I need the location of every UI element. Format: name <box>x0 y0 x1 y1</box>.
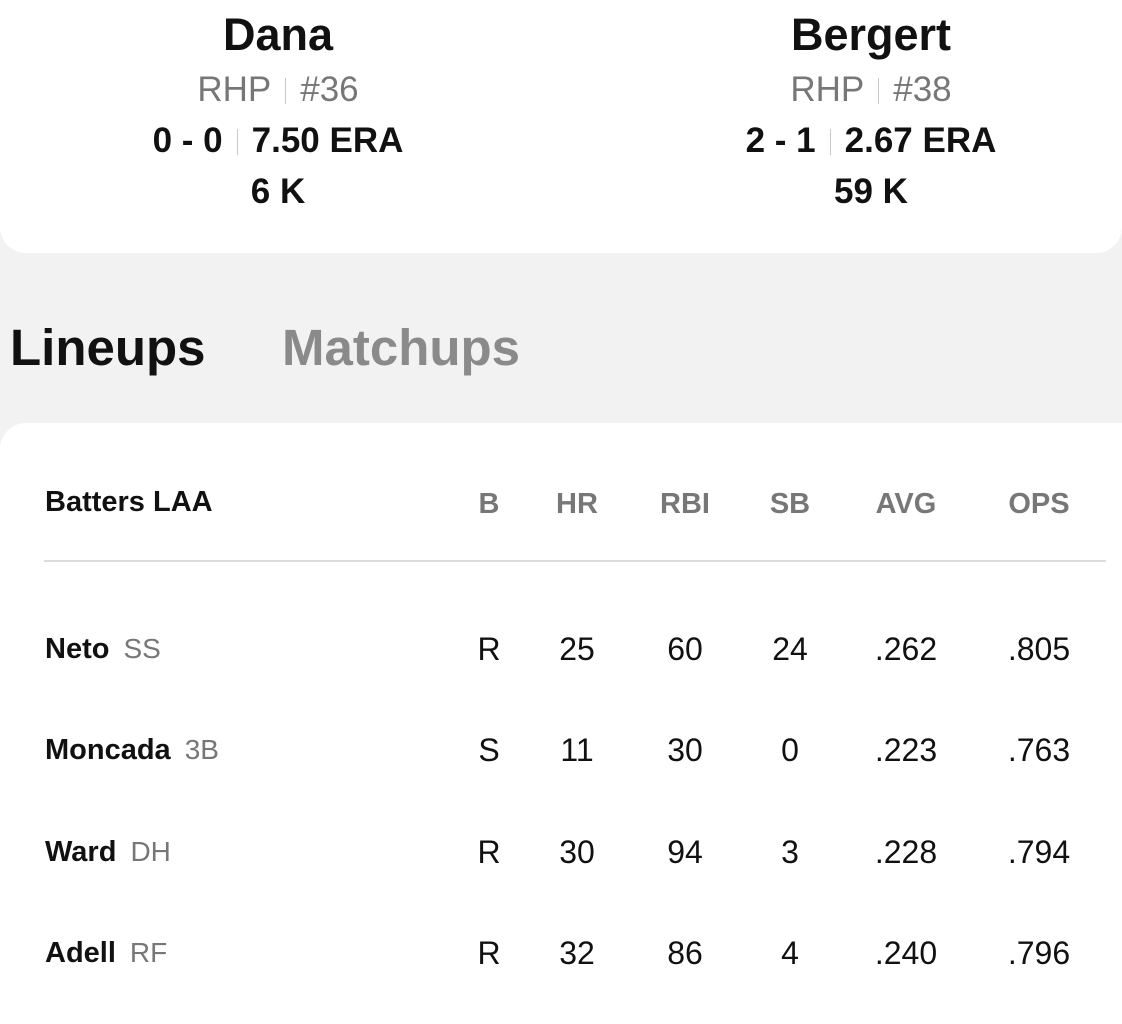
probable-pitchers-card: Dana RHP #36 0 - 0 7.50 ERA 6 K Bergert RH… <box>0 0 1122 253</box>
cell-hr: 32 <box>559 935 595 971</box>
cell-b: R <box>477 935 501 971</box>
cell-b: R <box>477 631 501 667</box>
pitcher-stats: 2 - 1 2.67 ERA <box>631 118 1111 164</box>
pitcher-throws: RHP <box>197 70 272 109</box>
pitcher-role: RHP #38 <box>631 68 1111 112</box>
separator <box>285 78 287 104</box>
cell-rbi: 94 <box>667 834 703 870</box>
cell-hr: 30 <box>559 834 595 870</box>
cell-hr: 25 <box>559 631 595 667</box>
player-cell: Neto SS <box>45 619 161 684</box>
table-row[interactable]: Ward DH R 30 94 3 .228 .794 <box>0 822 1122 882</box>
table-row[interactable]: Adell RF R 32 86 4 .240 .796 <box>0 923 1122 983</box>
cell-sb: 3 <box>781 834 799 870</box>
column-header-avg: AVG <box>875 488 937 520</box>
cell-rbi: 60 <box>667 631 703 667</box>
pitcher-era: 7.50 ERA <box>251 121 404 160</box>
cell-avg: .240 <box>874 935 938 971</box>
player-position: 3B <box>184 734 219 765</box>
cell-ops: .794 <box>1007 834 1071 870</box>
cell-avg: .262 <box>874 631 938 667</box>
player-name[interactable]: Adell <box>45 937 116 969</box>
cell-sb: 24 <box>772 631 808 667</box>
tab-matchups[interactable]: Matchups <box>282 319 521 376</box>
table-row[interactable]: Moncada 3B S 11 30 0 .223 .763 <box>0 720 1122 780</box>
cell-ops: .763 <box>1007 732 1071 768</box>
pitcher-throws: RHP <box>790 70 865 109</box>
separator <box>236 129 238 155</box>
pitcher-name: Dana <box>222 9 334 60</box>
column-header-hr: HR <box>556 488 598 520</box>
pitcher-role: RHP #36 <box>38 68 518 112</box>
column-header-sb: SB <box>769 488 811 520</box>
cell-b: S <box>478 732 500 768</box>
player-position: SS <box>123 633 161 664</box>
pitcher-name: Bergert <box>790 9 952 60</box>
lineup-title: Batters LAA <box>45 486 213 518</box>
cell-ops: .805 <box>1007 631 1071 667</box>
cell-rbi: 30 <box>667 732 703 768</box>
player-cell: Moncada 3B <box>45 720 219 785</box>
pitcher-record: 0 - 0 <box>152 121 223 160</box>
cell-b: R <box>477 834 501 870</box>
column-header-ops: OPS <box>1008 488 1070 520</box>
cell-sb: 4 <box>781 935 799 971</box>
pitcher-stats: 0 - 0 7.50 ERA <box>38 118 518 164</box>
separator <box>829 129 831 155</box>
player-cell: Ward DH <box>45 822 171 887</box>
lineup-card: Batters LAA B HR RBI SB AVG OPS Neto SS R… <box>0 423 1122 1024</box>
header-divider <box>44 560 1106 562</box>
cell-hr: 11 <box>560 732 594 768</box>
pitcher-record: 2 - 1 <box>745 121 816 160</box>
player-name[interactable]: Neto <box>45 633 110 665</box>
cell-avg: .228 <box>874 834 938 870</box>
player-position: RF <box>129 937 168 968</box>
separator <box>878 78 880 104</box>
player-cell: Adell RF <box>45 923 167 988</box>
pitcher-strikeouts: 6 K <box>250 172 306 211</box>
column-header-b: B <box>478 488 500 520</box>
player-name[interactable]: Ward <box>45 836 117 868</box>
tab-lineups[interactable]: Lineups <box>10 319 206 376</box>
table-row[interactable]: Neto SS R 25 60 24 .262 .805 <box>0 619 1122 679</box>
cell-sb: 0 <box>781 732 799 768</box>
pitcher-number: #36 <box>300 70 359 109</box>
column-header-rbi: RBI <box>660 488 710 520</box>
pitcher-era: 2.67 ERA <box>844 121 997 160</box>
player-name[interactable]: Moncada <box>45 734 171 766</box>
pitcher-strikeouts: 59 K <box>834 172 908 211</box>
pitcher-number: #38 <box>893 70 952 109</box>
player-position: DH <box>130 836 171 867</box>
cell-avg: .223 <box>874 732 938 768</box>
cell-rbi: 86 <box>667 935 703 971</box>
cell-ops: .796 <box>1007 935 1071 971</box>
